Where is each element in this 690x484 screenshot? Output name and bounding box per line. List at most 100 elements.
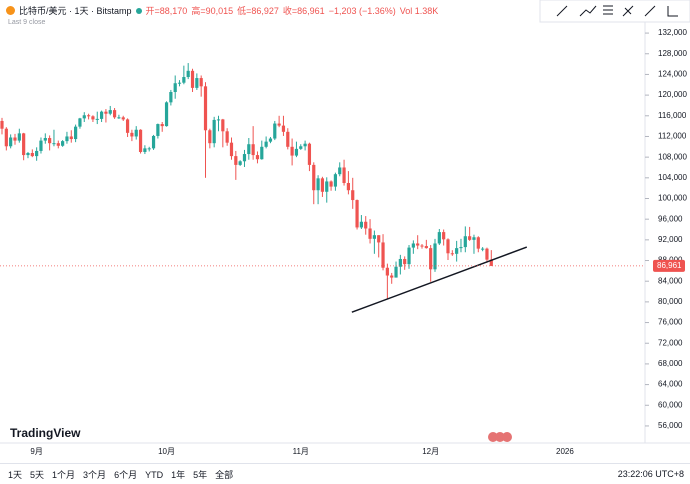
x-tick-label: 9月 [30, 447, 42, 456]
x-tick-label: 10月 [158, 447, 175, 456]
candle-body [112, 110, 117, 118]
candle-body [355, 200, 359, 228]
range-button[interactable]: 5年 [193, 470, 208, 480]
candle-body [364, 221, 368, 229]
candle-body [264, 141, 268, 147]
candle-body [359, 221, 363, 228]
candle-body [286, 131, 290, 147]
candle-body [381, 242, 385, 268]
chart: TradingView 56,000 60,000 64,000 68,000 72,0… [0, 0, 690, 456]
range-button[interactable]: 5天 [30, 470, 45, 480]
range-button[interactable]: 1天 [8, 470, 23, 480]
candle-body [125, 119, 130, 133]
candle-body [394, 266, 398, 278]
candle-body [273, 123, 277, 139]
range-button[interactable]: 全部 [215, 470, 234, 480]
candle-body [342, 167, 346, 183]
last-price-tag [653, 259, 685, 272]
candle-body [281, 125, 286, 132]
candle-body [489, 259, 493, 266]
candle-body [104, 111, 108, 114]
tool-path[interactable] [579, 5, 597, 17]
range-button[interactable]: 6个月 [114, 470, 138, 480]
candle-body [338, 167, 342, 175]
candle-body [229, 142, 234, 157]
candle-body [333, 174, 338, 187]
candle-body [160, 124, 164, 127]
y-tick-label: 132,000 [658, 28, 687, 37]
candle-body [195, 78, 199, 88]
candle-body [403, 258, 407, 265]
candle-body [398, 258, 402, 267]
candle-body [130, 132, 134, 137]
header: 比特币/美元 · 1天 · Bitstamp 开=88,170 高=90,015 低… [6, 4, 438, 17]
y-tick-label: 112,000 [658, 132, 687, 141]
candle-body [320, 178, 325, 192]
candle-body [277, 123, 281, 126]
candle-body [177, 82, 182, 84]
ohlc-value: −1,203 (−1.36%) [328, 5, 396, 16]
candle-body [190, 70, 195, 88]
candle-body [468, 236, 472, 240]
candle-body [52, 143, 56, 145]
y-tick-label: 64,000 [658, 380, 683, 389]
candle-body [138, 129, 143, 152]
x-tick-label: 2026 [556, 447, 574, 456]
ohlc-value: 收=86,961 [282, 6, 325, 16]
candle-body [407, 247, 411, 265]
range-button[interactable]: 1个月 [52, 470, 76, 480]
plot-area [0, 0, 690, 443]
subtitle: Last 9 close [8, 19, 46, 26]
y-tick-label: 80,000 [658, 297, 683, 306]
candle-body [463, 236, 467, 248]
candle-body [268, 138, 273, 142]
candle-body [143, 148, 147, 152]
candle-body [134, 129, 138, 137]
candle-body [316, 178, 320, 191]
candle-body [208, 130, 212, 144]
tool-fib[interactable] [603, 5, 613, 15]
candle-body [242, 154, 247, 162]
clock: 23:22:06 UTC+8 [617, 469, 684, 479]
candle-body [303, 143, 307, 147]
candle-body [164, 102, 169, 127]
candle-body [147, 148, 151, 150]
candle-body [173, 83, 177, 93]
candle-body [437, 232, 441, 244]
tool-brush[interactable] [667, 6, 678, 17]
candle-body [429, 248, 433, 270]
y-tick-label: 68,000 [658, 359, 683, 368]
candle-body [99, 111, 104, 119]
range-button[interactable]: 1年 [171, 470, 186, 480]
candle-body [251, 144, 255, 156]
candle-body [9, 137, 13, 147]
candle-body [186, 70, 190, 78]
candle-body [203, 86, 208, 131]
candle-body [290, 146, 294, 156]
y-tick-label: 56,000 [658, 421, 683, 430]
candle-body [346, 182, 350, 191]
range-button[interactable]: YTD [145, 469, 164, 480]
coin-icon [6, 6, 15, 15]
flag-icon[interactable] [488, 432, 512, 442]
tool-trendline[interactable] [556, 5, 568, 17]
candle-body [299, 146, 303, 149]
range-button[interactable]: 3个月 [83, 470, 107, 480]
last-price-label: 86,961 [657, 261, 682, 270]
candle-body [17, 133, 21, 141]
tool-pattern[interactable] [622, 5, 634, 17]
candle-body [156, 124, 160, 136]
candle-body [307, 143, 312, 165]
candle-body [234, 156, 238, 165]
candle-body [82, 115, 86, 119]
candle-body [372, 235, 376, 239]
y-tick-label: 124,000 [658, 70, 687, 79]
candle-body [450, 253, 454, 255]
y-tick-label: 72,000 [658, 338, 683, 347]
tool-panel [539, 0, 690, 23]
x-tick-label: 12月 [422, 447, 439, 456]
candle-body [169, 92, 173, 103]
candle-body [294, 148, 299, 156]
tool-measure[interactable] [644, 5, 656, 17]
